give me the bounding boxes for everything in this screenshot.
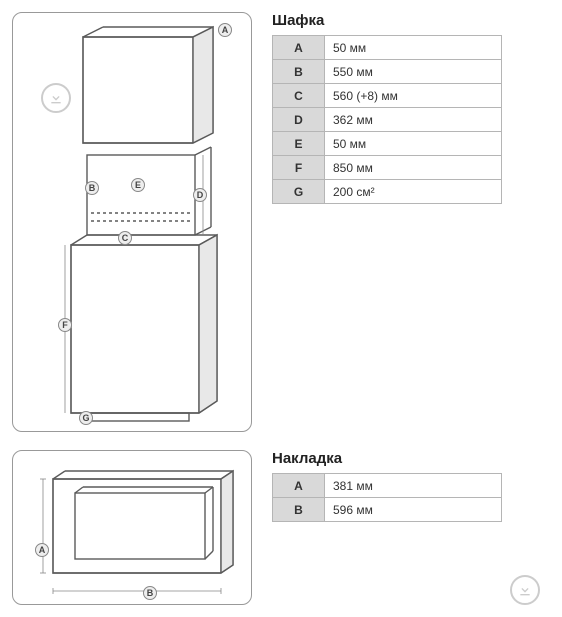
overlay-svg (13, 451, 253, 606)
dim-badge-c: C (118, 231, 132, 245)
dim-badge-e: E (131, 178, 145, 192)
dim-badge-b: B (143, 586, 157, 600)
spec-value: 381 мм (325, 474, 502, 498)
dim-badge-a: A (35, 543, 49, 557)
table-row: C560 (+8) мм (273, 84, 502, 108)
spec-key: B (273, 498, 325, 522)
spec-value: 362 мм (325, 108, 502, 132)
cabinet-tbody: A50 ммB550 ммC560 (+8) ммD362 ммE50 ммF8… (273, 36, 502, 204)
spec-key: C (273, 84, 325, 108)
spec-key: D (273, 108, 325, 132)
spec-key: A (273, 474, 325, 498)
spec-value: 200 см² (325, 180, 502, 204)
overlay-title: Накладка (272, 450, 550, 467)
dim-badge-d: D (193, 188, 207, 202)
cabinet-right-col: Шафка A50 ммB550 ммC560 (+8) ммD362 ммE5… (272, 12, 550, 204)
spec-value: 50 мм (325, 36, 502, 60)
overlay-table: A381 ммB596 мм (272, 473, 502, 522)
spec-key: A (273, 36, 325, 60)
dim-badge-b: B (85, 181, 99, 195)
cabinet-title: Шафка (272, 12, 550, 29)
cabinet-table: A50 ммB550 ммC560 (+8) ммD362 ммE50 ммF8… (272, 35, 502, 204)
spec-key: F (273, 156, 325, 180)
dim-badge-g: G (79, 411, 93, 425)
spec-value: 596 мм (325, 498, 502, 522)
overlay-diagram-box: AB (12, 450, 252, 605)
table-row: B550 мм (273, 60, 502, 84)
spec-value: 560 (+8) мм (325, 84, 502, 108)
cabinet-diagram-box: A B C D E F G (12, 12, 252, 432)
table-row: A381 мм (273, 474, 502, 498)
table-row: G200 см² (273, 180, 502, 204)
table-row: F850 мм (273, 156, 502, 180)
spec-value: 850 мм (325, 156, 502, 180)
spec-key: B (273, 60, 325, 84)
overlay-right-col: Накладка A381 ммB596 мм (272, 450, 550, 605)
spec-value: 550 мм (325, 60, 502, 84)
cabinet-section: ABCDEFG Шафка A50 ммB550 ммC560 (+8) ммD… (12, 12, 550, 432)
table-row: E50 мм (273, 132, 502, 156)
overlay-tbody: A381 ммB596 мм (273, 474, 502, 522)
spec-value: 50 мм (325, 132, 502, 156)
dim-badge-a: A (218, 23, 232, 37)
table-row: D362 мм (273, 108, 502, 132)
spec-key: G (273, 180, 325, 204)
table-row: B596 мм (273, 498, 502, 522)
spec-key: E (273, 132, 325, 156)
cabinet-svg (13, 13, 253, 433)
download-icon (510, 575, 540, 605)
overlay-section: AB Накладка A381 ммB596 мм (12, 450, 550, 605)
table-row: A50 мм (273, 36, 502, 60)
dim-badge-f: F (58, 318, 72, 332)
